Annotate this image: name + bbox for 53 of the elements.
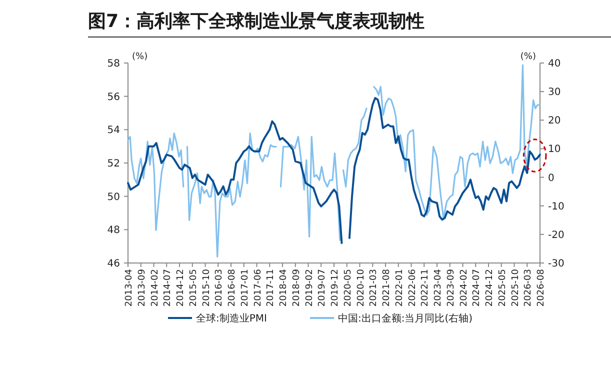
x-tick-label: 2025-05: [498, 269, 508, 307]
x-tick-label: 2019-07: [318, 269, 328, 307]
x-tick-label: 2026-08: [536, 268, 546, 307]
y2-axis-title: (%): [520, 52, 536, 62]
x-tick-label: 2022-06: [408, 268, 418, 307]
x-tick-label: 2013-09: [137, 268, 148, 307]
y2-tick-label: -30: [548, 258, 564, 270]
x-tick-label: 2023-04: [434, 268, 444, 307]
y-tick-label: 50: [107, 192, 120, 203]
y2-tick-label: 40: [548, 58, 561, 70]
x-tick-label: 2022-01: [394, 269, 405, 307]
x-tick-label: 2015-10: [202, 268, 212, 307]
legend-label: 全球:制造业PMI: [196, 312, 267, 324]
x-tick-label: 2016-03: [214, 269, 225, 307]
x-tick-label: 2018-04: [279, 268, 289, 307]
y2-tick-label: 0: [548, 172, 554, 184]
y-tick-label: 46: [107, 258, 120, 270]
x-tick-label: 2017-06: [253, 268, 264, 307]
y-tick-label: 54: [107, 125, 120, 136]
x-tick-label: 2014-12: [176, 269, 186, 307]
x-tick-label: 2024-07: [472, 269, 482, 307]
y-tick-label: 48: [107, 225, 120, 236]
x-tick-label: 2023-09: [446, 268, 456, 307]
x-tick-label: 2024-12: [485, 269, 495, 307]
y-tick-label: 56: [107, 92, 120, 103]
y2-tick-label: 10: [548, 144, 561, 156]
x-tick-label: 2020-05: [343, 269, 354, 307]
y2-tick-label: 30: [548, 87, 561, 98]
y-tick-label: 58: [107, 58, 120, 70]
legend-label: 中国:出口金额:当月同比(右轴): [338, 312, 473, 324]
x-tick-label: 2020-10: [356, 268, 366, 307]
y2-tick-label: -10: [548, 201, 564, 212]
y-axis-title: (%): [132, 52, 148, 62]
chart-title: 图7：高利率下全球制造业景气度表现韧性: [88, 11, 425, 32]
y2-tick-label: 20: [548, 116, 561, 127]
y-tick-label: 52: [107, 158, 120, 170]
x-tick-label: 2024-02: [459, 269, 470, 307]
x-tick-label: 2013-04: [124, 268, 134, 307]
x-tick-label: 2021-08: [382, 268, 392, 307]
x-tick-label: 2025-10: [510, 268, 521, 307]
x-tick-label: 2019-02: [304, 269, 315, 307]
x-tick-label: 2021-03: [369, 269, 380, 307]
x-tick-label: 2016-08: [228, 268, 238, 307]
y2-tick-label: -20: [548, 230, 564, 241]
x-tick-label: 2017-01: [240, 269, 250, 307]
x-tick-label: 2018-09: [292, 268, 302, 307]
x-tick-label: 2014-02: [150, 269, 160, 307]
x-tick-label: 2014-07: [163, 269, 174, 307]
x-tick-label: 2026-03: [524, 269, 534, 307]
x-tick-label: 2019-12: [330, 269, 340, 307]
x-tick-label: 2022-11: [420, 269, 431, 307]
x-tick-label: 2017-11: [266, 269, 276, 307]
x-tick-label: 2015-05: [188, 269, 199, 307]
